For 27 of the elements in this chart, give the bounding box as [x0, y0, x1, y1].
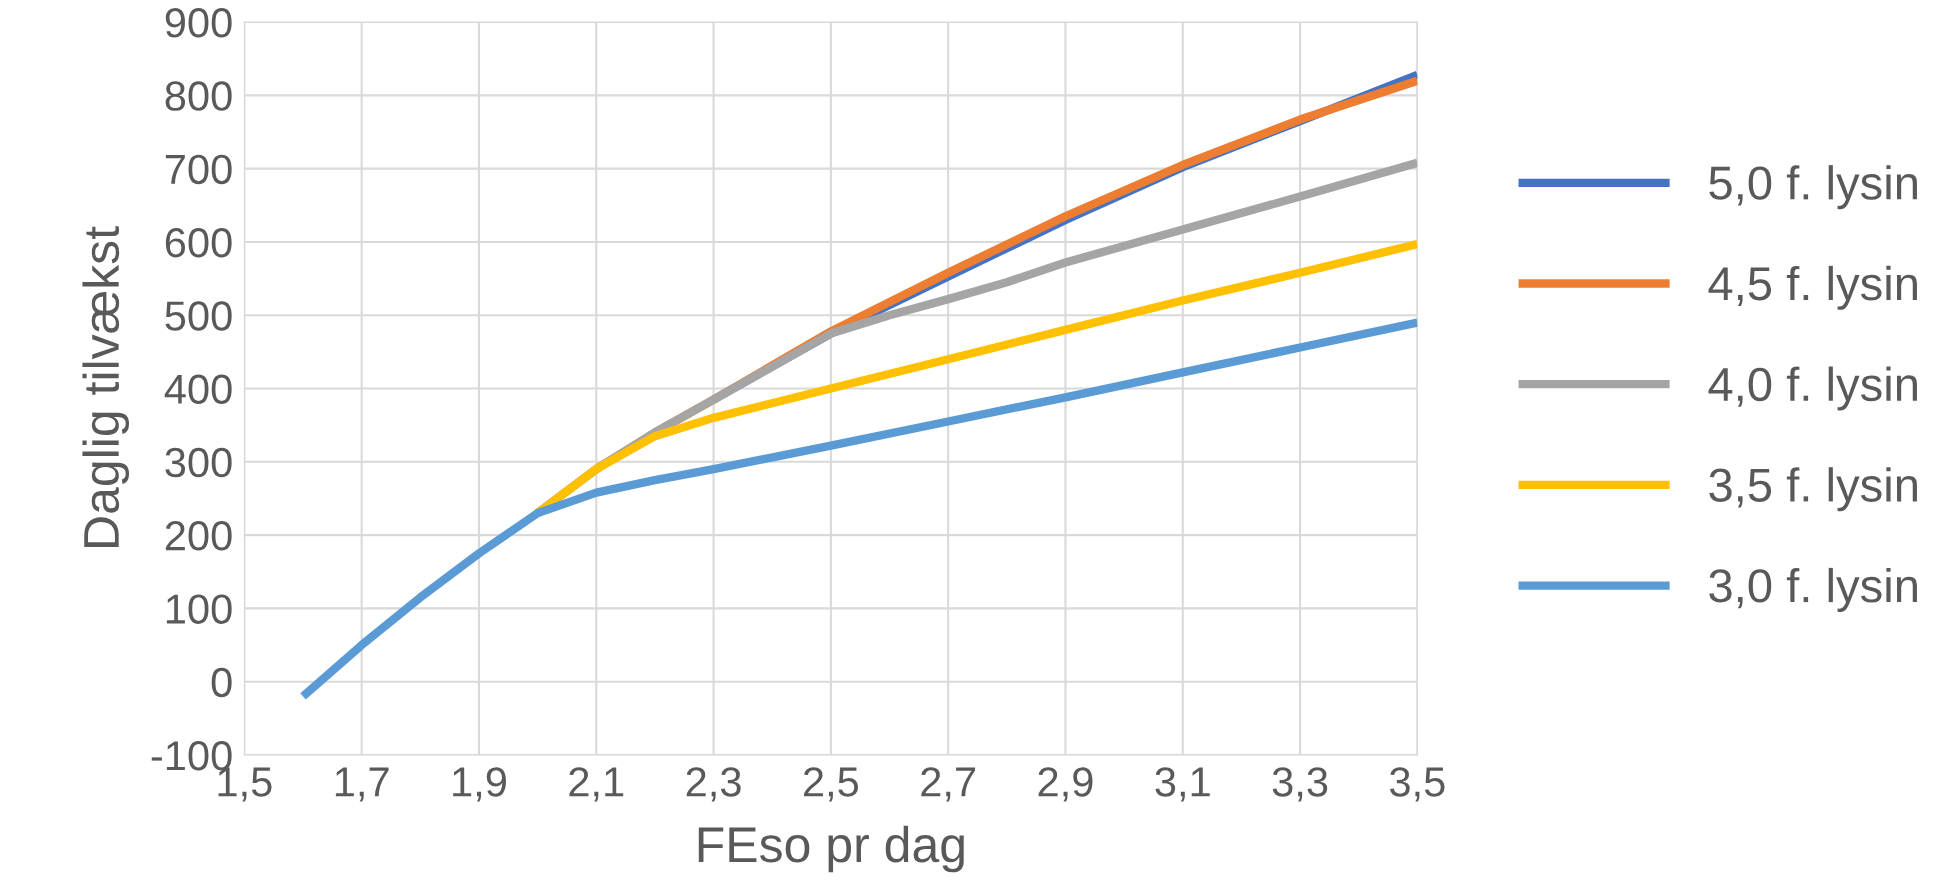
- y-axis-title: Daglig tilvækst: [82, 226, 130, 547]
- y-tick-label: 800: [165, 81, 232, 111]
- x-tick-label: 3,5: [1390, 767, 1445, 802]
- legend-label: 4,0 f. lysin: [1708, 366, 1917, 411]
- legend-label: 3,0 f. lysin: [1709, 567, 1917, 612]
- y-tick-label: 400: [164, 374, 232, 405]
- x-tick-label: 1,7: [335, 767, 389, 802]
- x-tick-label: 3,3: [1272, 767, 1328, 802]
- legend-label: 4,5 f. lysin: [1708, 265, 1917, 310]
- x-tick-label: 2,9: [1038, 767, 1093, 802]
- x-axis-title: FEso pr dag: [698, 825, 964, 873]
- x-tick-label: 2,3: [686, 767, 741, 802]
- x-tick-label: 2,1: [569, 767, 624, 802]
- x-tick-label: 1,9: [453, 767, 506, 802]
- y-tick-label: 300: [165, 447, 232, 478]
- x-tick-label: 3,1: [1155, 767, 1210, 802]
- y-tick-label: 900: [165, 8, 232, 38]
- legend-label: 3,5 f. lysin: [1709, 467, 1917, 512]
- x-tick-label: 2,7: [921, 767, 976, 802]
- y-tick-label: 0: [211, 667, 232, 698]
- x-tick-label: 2,5: [804, 767, 859, 802]
- legend-label: 5,0 f. lysin: [1709, 165, 1917, 210]
- y-tick-label: 200: [165, 521, 232, 551]
- y-tick-label: 100: [166, 594, 232, 624]
- y-tick-label: 500: [165, 301, 232, 331]
- y-tick-label: 600: [165, 227, 232, 258]
- y-tick-label: 700: [165, 154, 232, 185]
